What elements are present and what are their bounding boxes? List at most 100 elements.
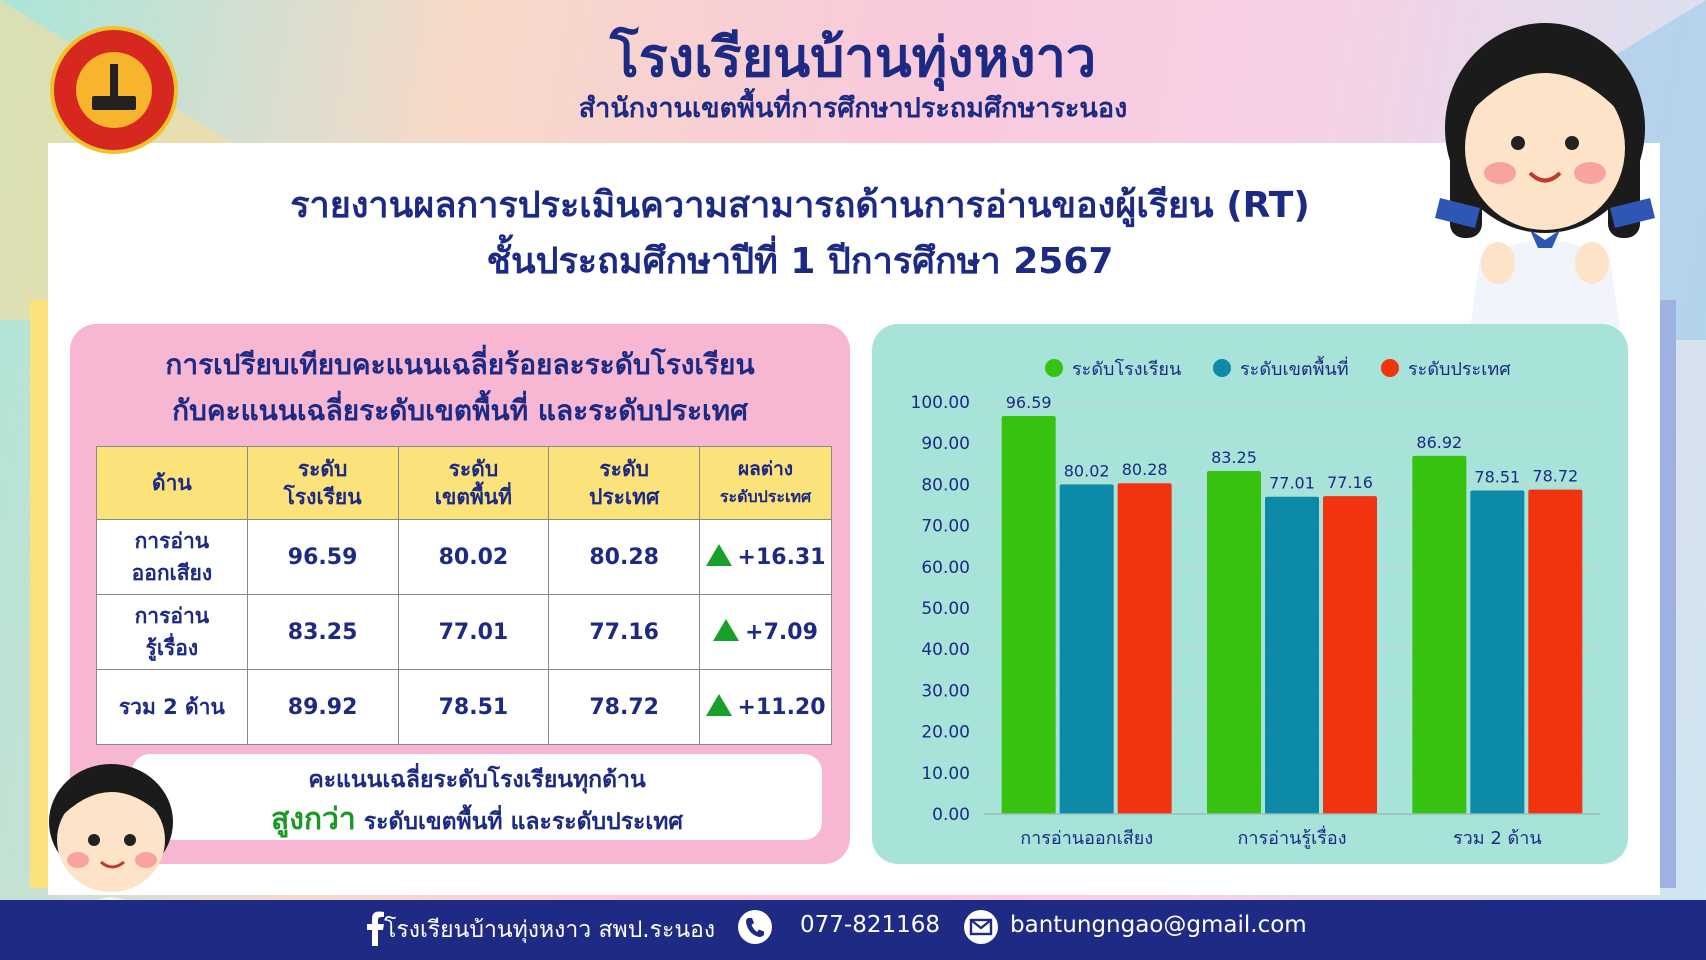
header-area: ระดับเขตพื้นที่ (397, 446, 550, 520)
header-area-b: เขตพื้นที่ (434, 485, 512, 509)
header-nation-a: ระดับ (599, 457, 649, 481)
legend-label: ระดับโรงเรียน (1072, 358, 1181, 380)
bar (1207, 471, 1261, 814)
cell-school: 89.92 (246, 669, 399, 745)
bar (1059, 484, 1114, 814)
header-nation-b: ประเทศ (589, 485, 660, 509)
x-category-label: การอ่านรู้เรื่อง (1238, 825, 1347, 849)
report-title: รายงานผลการประเมินความสามารถด้านการอ่านข… (200, 178, 1400, 290)
phone-number[interactable]: 077-821168 (800, 912, 940, 938)
cell-diff: +7.09 (699, 594, 832, 670)
header-school-a: ระดับ (297, 457, 348, 481)
header-diff-a: ผลต่าง (738, 458, 794, 480)
cell-diff: +16.31 (699, 519, 832, 595)
x-category-label: รวม 2 ด้าน (1453, 828, 1542, 849)
y-tick-label: 80.00 (921, 475, 970, 495)
row-aspect: การอ่านรู้เรื่อง (96, 594, 248, 670)
report-title-line2: ชั้นประถมศึกษาปีที่ 1 ปีการศึกษา 2567 (486, 241, 1114, 282)
y-tick-label: 60.00 (921, 558, 970, 578)
header-diff-b: ระดับประเทศ (719, 487, 812, 506)
office-name: สำนักงานเขตพื้นที่การศึกษาประถมศึกษาระนอ… (578, 93, 1128, 124)
facebook-icon[interactable] (356, 908, 394, 946)
bar (1323, 496, 1377, 814)
comparison-title-line2: กับคะแนนเฉลี่ยระดับเขตพื้นที่ และระดับปร… (172, 394, 748, 427)
row-aspect-a: การอ่าน (134, 604, 210, 628)
cell-diff: +11.20 (699, 669, 832, 745)
bar (1001, 416, 1056, 814)
row-aspect-b: รู้เรื่อง (145, 636, 199, 660)
up-triangle-icon (713, 619, 740, 641)
bar-value-label: 77.01 (1269, 474, 1315, 493)
y-tick-label: 70.00 (921, 517, 970, 537)
y-tick-label: 90.00 (921, 434, 970, 454)
y-tick-label: 20.00 (921, 723, 970, 743)
y-tick-label: 50.00 (921, 599, 970, 619)
legend-marker (1045, 359, 1063, 377)
comparison-table: ด้าน ระดับโรงเรียน ระดับเขตพื้นที่ ระดับ… (96, 446, 832, 745)
logo-book (92, 96, 136, 110)
diff-value: +7.09 (745, 620, 818, 645)
y-tick-label: 100.00 (911, 393, 970, 413)
school-logo-icon (50, 26, 178, 154)
summary-note-line1: คะแนนเฉลี่ยระดับโรงเรียนทุกด้าน (308, 767, 646, 793)
header-nation: ระดับประเทศ (548, 446, 701, 520)
header-area-a: ระดับ (448, 457, 499, 481)
cell-area: 80.02 (397, 519, 550, 595)
legend-marker (1381, 359, 1399, 377)
bar (1470, 490, 1525, 814)
up-triangle-icon (705, 694, 732, 716)
cell-area: 77.01 (397, 594, 550, 670)
bar (1265, 496, 1319, 814)
frame-strip-right (1658, 300, 1676, 888)
cell-nation: 78.72 (548, 669, 701, 745)
header-aspect: ด้าน (96, 446, 248, 520)
y-tick-label: 10.00 (921, 764, 970, 784)
row-aspect-a: การอ่าน (134, 529, 210, 553)
y-tick-label: 40.00 (921, 640, 970, 660)
summary-highlight: สูงกว่า (270, 802, 356, 837)
bar-value-label: 96.59 (1006, 393, 1052, 412)
school-name: โรงเรียนบ้านทุ่งหงาว (609, 26, 1097, 89)
comparison-card: การเปรียบเทียบคะแนนเฉลี่ยร้อยละระดับโรงเ… (70, 324, 850, 864)
bar (1412, 455, 1467, 814)
bar-value-label: 80.28 (1122, 460, 1168, 479)
row-aspect: การอ่านออกเสียง (96, 519, 248, 595)
header-school-b: โรงเรียน (283, 485, 362, 509)
summary-note: คะแนนเฉลี่ยระดับโรงเรียนทุกด้าน สูงกว่า … (132, 754, 822, 840)
frame-strip-left (30, 300, 48, 888)
phone-icon (738, 910, 772, 944)
bar-chart: ระดับโรงเรียน ระดับเขตพื้นที่ ระดับประเทศ 0… (911, 356, 1600, 849)
facebook-page-link[interactable]: โรงเรียนบ้านทุ่งหงาว สพป.ระนอง (384, 917, 716, 943)
y-tick-label: 0.00 (932, 805, 970, 825)
cell-nation: 80.28 (548, 519, 701, 595)
summary-rest: ระดับเขตพื้นที่ และระดับประเทศ (355, 809, 684, 835)
girl-illustration (1435, 23, 1655, 328)
table-row: การอ่าน รู้เรื่อง 83.25 77.01 77.16 +7.09 (96, 594, 832, 670)
header-diff: ผลต่างระดับประเทศ (699, 446, 832, 520)
comparison-title: การเปรียบเทียบคะแนนเฉลี่ยร้อยละระดับโรงเ… (70, 342, 850, 434)
bar-value-label: 78.72 (1532, 467, 1578, 486)
cell-area: 78.51 (397, 669, 550, 745)
bar-value-label: 78.51 (1474, 468, 1520, 487)
summary-note-line2: สูงกว่า ระดับเขตพื้นที่ และระดับประเทศ (132, 796, 822, 843)
bar-value-label: 77.16 (1327, 473, 1373, 492)
bar (1117, 483, 1172, 814)
x-category-label: การอ่านออกเสียง (1020, 828, 1153, 849)
row-aspect-b: ออกเสียง (131, 561, 213, 585)
email-address[interactable]: bantungngao@gmail.com (1010, 912, 1307, 938)
diff-value: +16.31 (737, 545, 826, 570)
cell-school: 96.59 (246, 519, 399, 595)
row-aspect: รวม 2 ด้าน (96, 669, 248, 745)
logo-candle (110, 64, 118, 96)
diff-value: +11.20 (737, 695, 826, 720)
up-triangle-icon (705, 544, 732, 566)
table-row: การอ่านออกเสียง 96.59 80.02 80.28 +16.31 (96, 519, 832, 595)
report-title-line1: รายงานผลการประเมินความสามารถด้านการอ่านข… (290, 185, 1310, 226)
bar-value-label: 80.02 (1064, 461, 1110, 480)
chart-card: ระดับโรงเรียน ระดับเขตพื้นที่ ระดับประเทศ 0… (872, 324, 1628, 864)
bar (1528, 489, 1583, 814)
comparison-title-line1: การเปรียบเทียบคะแนนเฉลี่ยร้อยละระดับโรงเ… (165, 348, 755, 381)
y-tick-label: 30.00 (921, 681, 970, 701)
bar-value-label: 86.92 (1416, 433, 1462, 452)
table-row: รวม 2 ด้าน 89.92 78.51 78.72 +11.20 (96, 669, 832, 745)
